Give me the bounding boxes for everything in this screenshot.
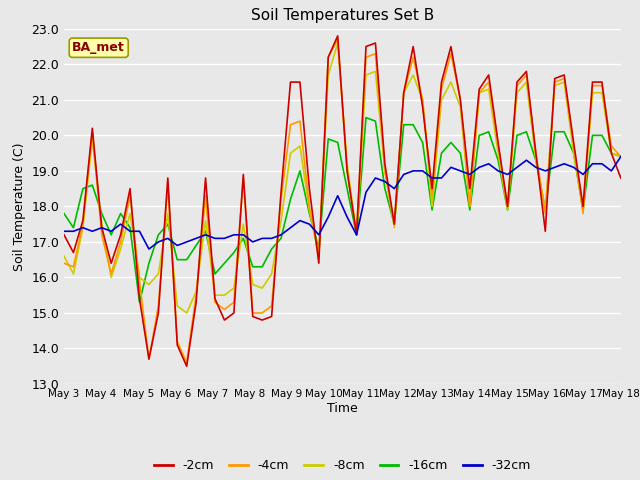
Legend: -2cm, -4cm, -8cm, -16cm, -32cm: -2cm, -4cm, -8cm, -16cm, -32cm [149,454,536,477]
Y-axis label: Soil Temperature (C): Soil Temperature (C) [13,142,26,271]
Title: Soil Temperatures Set B: Soil Temperatures Set B [251,9,434,24]
Text: BA_met: BA_met [72,41,125,54]
X-axis label: Time: Time [327,402,358,415]
